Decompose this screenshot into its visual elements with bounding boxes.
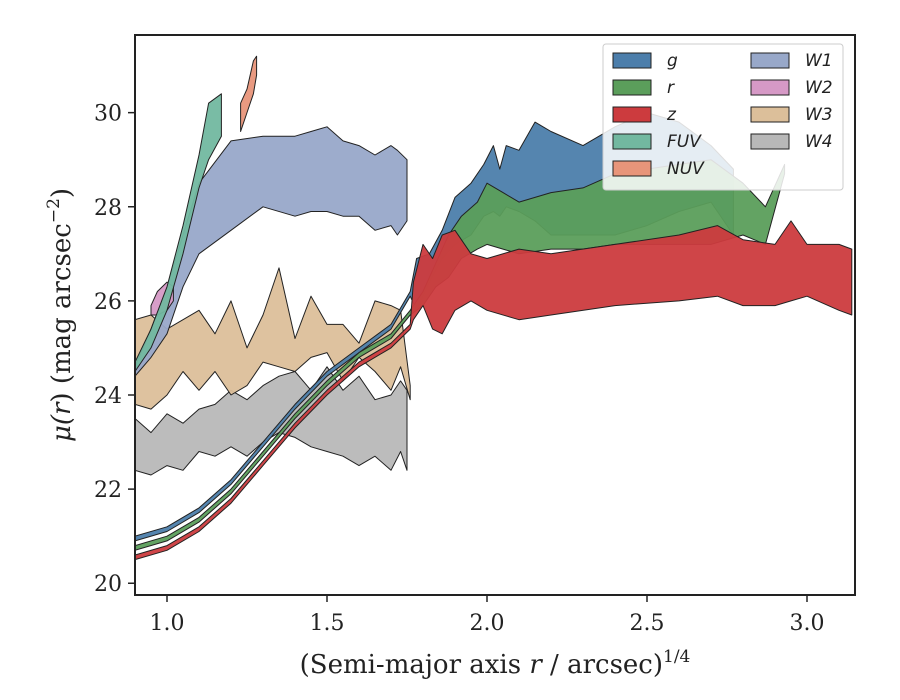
x-tick-label: 1.0 [150,611,185,636]
legend-item-w1: W1 [750,51,833,71]
legend-swatch [750,133,790,150]
legend-swatch [612,106,652,123]
x-tick-label: 2.0 [470,611,505,636]
legend-label: W2 [805,78,833,98]
y-tick-label: 24 [94,384,122,409]
x-tick-label: 2.5 [630,611,665,636]
series-band-z [135,220,853,561]
legend-item-w4: W4 [750,132,833,152]
series-band-w1 [135,126,408,377]
legend-label: FUV [667,132,702,152]
legend-swatch [612,79,652,96]
y-tick-label: 22 [94,478,122,503]
series-band-nuv [240,55,258,132]
series-band-w3 [135,267,411,410]
legend-swatch [612,52,652,69]
legend: grz FUV NUV W1 W2 W3 W4 [602,43,844,191]
y-tick-label: 20 [94,572,122,597]
legend-item-w2: W2 [750,78,833,98]
y-tick-label: 26 [94,290,122,315]
legend-label: z [666,105,677,125]
legend-item-fuv: FUV [612,132,702,152]
y-tick-label: 28 [94,196,122,221]
legend-label: W1 [805,51,833,71]
legend-swatch [612,133,652,150]
legend-item-nuv: NUV [612,159,705,179]
legend-item-r: r [612,78,675,98]
legend-label: W3 [805,105,833,125]
series-band-w4 [135,366,408,476]
x-tick-label: 1.5 [310,611,345,636]
legend-label: g [667,51,678,71]
legend-item-z: z [612,105,677,125]
legend-swatch [750,52,790,69]
legend-label: NUV [667,159,705,179]
legend-label: r [667,78,675,98]
legend-swatch [750,106,790,123]
series-band-fuv [135,93,222,372]
x-axis-label: (Semi-major axis r / arcsec)1/4 [300,647,691,680]
y-axis-label: μ(r) (mag arcsec−2) [44,188,77,442]
y-tick-label: 30 [94,102,122,127]
legend-swatch [612,160,652,177]
y-axis: 20 22 24 26 28 30 [94,102,135,597]
legend-label: W4 [805,132,833,152]
x-axis: 1.0 1.5 2.0 2.5 3.0 [150,595,825,636]
legend-item-g: g [612,51,678,71]
plot-frame [134,34,856,596]
legend-swatch [750,79,790,96]
legend-item-w3: W3 [750,105,833,125]
x-tick-label: 3.0 [790,611,825,636]
